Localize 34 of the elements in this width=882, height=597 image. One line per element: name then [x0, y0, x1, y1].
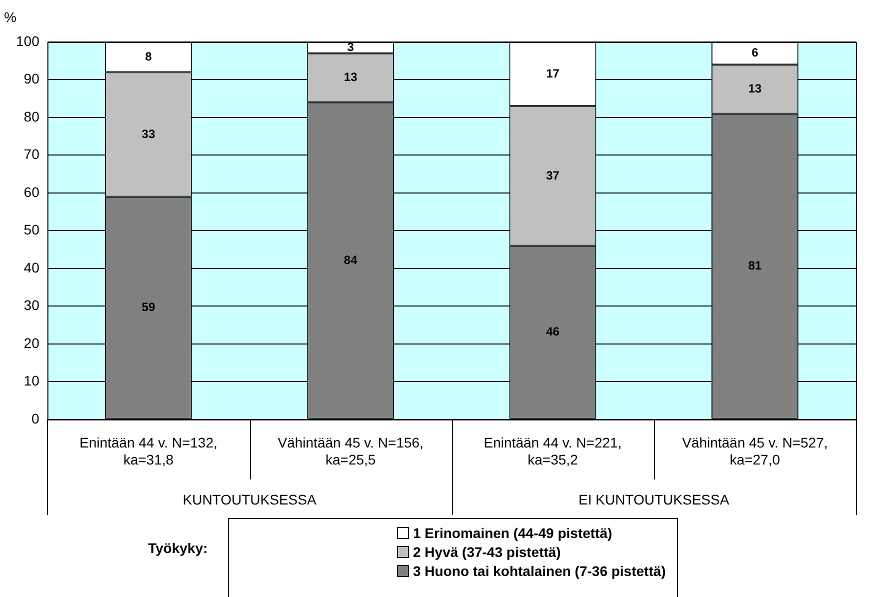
data-label: 6 — [752, 46, 759, 60]
y-axis-title: % — [4, 8, 16, 25]
y-tick-label: 70 — [24, 146, 40, 162]
y-tick-label: 10 — [24, 372, 40, 389]
y-tick-label: 40 — [24, 259, 40, 276]
data-label: 8 — [145, 49, 152, 64]
legend-title: Työkyky: — [148, 540, 208, 556]
data-label: 17 — [546, 66, 560, 80]
y-tick-label: 20 — [24, 334, 40, 351]
y-tick-label: 100 — [16, 32, 40, 49]
text: KUNTOUTUKSESSA — [182, 491, 317, 508]
x-tick-label: Vähintään 45 v. N=156, ka=25,5 — [278, 434, 424, 468]
x-tick-label: Vähintään 45 v. N=527, ka=27,0 — [682, 434, 828, 468]
legend-label: 3 Huono tai kohtalainen (7-36 pistettä) — [412, 562, 667, 580]
x-tick-label: Enintään 44 v. N=221, ka=35,2 — [484, 434, 622, 468]
data-label: 33 — [142, 126, 156, 141]
data-label: 37 — [546, 168, 560, 182]
y-tick-label: 0 — [32, 410, 40, 426]
x-tick-label: Enintään 44 v. N=132, ka=31,8 — [79, 434, 218, 468]
data-label: 84 — [344, 252, 358, 267]
y-tick-label: 90 — [24, 70, 40, 87]
legend-label: 1 Erinomainen (44-49 pistettä) — [412, 524, 614, 542]
y-tick-label: 30 — [24, 297, 40, 314]
y-tick-label: 50 — [24, 222, 40, 238]
data-label: 59 — [142, 300, 156, 314]
y-tick-label: 60 — [24, 184, 40, 200]
data-label: 13 — [748, 81, 762, 96]
data-label: 3 — [347, 40, 354, 54]
y-tick-label: 80 — [24, 108, 40, 124]
data-label: 46 — [546, 324, 560, 339]
legend-label: 2 Hyvä (37-43 pistettä) — [412, 542, 562, 561]
data-label: 13 — [344, 70, 358, 84]
text: EI KUNTOUTUKSESSA — [578, 491, 730, 508]
data-label: 81 — [748, 258, 762, 273]
